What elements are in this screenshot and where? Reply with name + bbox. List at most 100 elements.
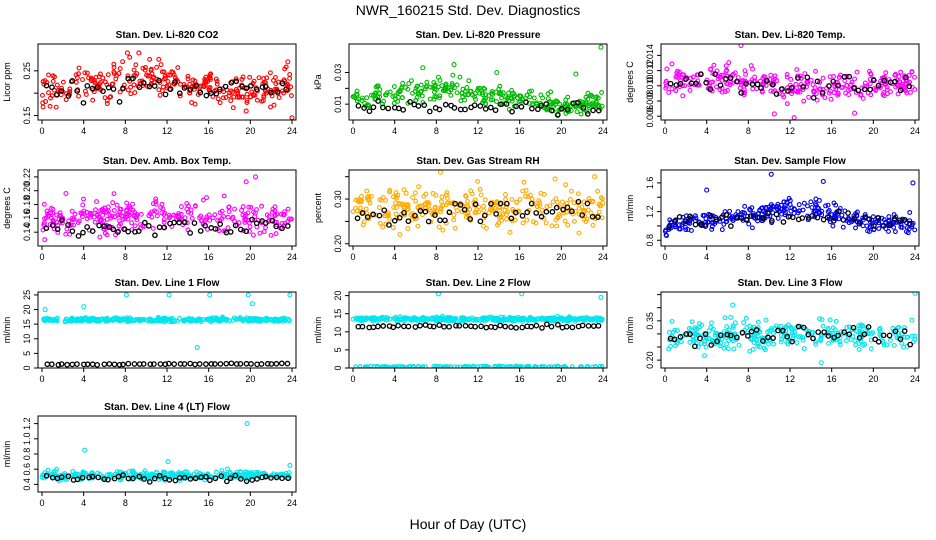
overlay-point xyxy=(279,80,286,87)
data-point xyxy=(472,202,477,208)
overlay-point xyxy=(258,361,265,367)
overlay-point xyxy=(426,108,433,115)
panel-2: Stan. Dev. Li-820 Pressure kPa 0 4 8 12 16 20 24… xyxy=(313,30,608,136)
data-point xyxy=(259,98,265,104)
data-point xyxy=(147,317,153,323)
overlay-point xyxy=(400,106,407,113)
overlay-point xyxy=(810,335,816,342)
overlay-point xyxy=(763,77,770,84)
data-point xyxy=(798,334,803,339)
data-points xyxy=(662,171,918,239)
panel-8: Stan. Dev. Line 2 Flow ml/min 0 4 8 12 16 20 24 0… xyxy=(313,278,608,384)
overlay-point xyxy=(375,323,381,330)
overlay-point xyxy=(172,79,178,85)
overlay-point xyxy=(717,332,724,339)
data-point xyxy=(831,73,837,79)
data-point xyxy=(760,81,766,87)
data-point xyxy=(510,315,516,321)
data-point xyxy=(870,214,876,220)
data-point xyxy=(125,87,131,93)
overlay-point xyxy=(892,78,898,85)
overlay-point xyxy=(285,475,291,482)
data-point xyxy=(747,348,753,354)
data-point xyxy=(54,82,60,88)
overlay-point xyxy=(262,473,269,480)
data-point xyxy=(59,215,65,221)
x-tick-label: 20 xyxy=(868,126,878,136)
data-point xyxy=(475,178,481,184)
data-point xyxy=(887,89,893,95)
overlay-point xyxy=(437,217,443,224)
overlay-point xyxy=(548,323,555,330)
overlay-point xyxy=(162,91,169,98)
data-point xyxy=(503,192,508,197)
data-point xyxy=(552,102,558,107)
outlier-point xyxy=(435,74,441,80)
data-point xyxy=(466,364,472,368)
data-point xyxy=(383,221,389,227)
data-point xyxy=(672,224,678,230)
data-point xyxy=(663,78,669,84)
data-point xyxy=(444,190,450,196)
data-point xyxy=(514,200,520,205)
data-point xyxy=(664,66,670,72)
data-point xyxy=(580,315,586,321)
data-point xyxy=(800,337,806,343)
data-point xyxy=(387,89,393,95)
data-point xyxy=(52,74,57,80)
data-point xyxy=(89,211,95,216)
overlay-point xyxy=(563,323,570,330)
overlay-point xyxy=(836,208,842,214)
data-point xyxy=(132,223,138,229)
outlier-point xyxy=(136,50,142,56)
data-point xyxy=(725,88,730,93)
overlay-point xyxy=(760,215,766,222)
data-point xyxy=(742,210,747,216)
overlay-point xyxy=(769,81,776,88)
data-point xyxy=(54,317,60,323)
data-point xyxy=(111,64,117,70)
overlay-point xyxy=(359,323,366,330)
data-point xyxy=(595,188,601,194)
panel-title: Stan. Dev. Line 1 Flow xyxy=(115,278,220,289)
data-point xyxy=(200,197,206,203)
data-point xyxy=(46,213,51,219)
data-point xyxy=(882,81,888,86)
overlay-point xyxy=(897,87,904,94)
data-point xyxy=(95,211,100,217)
overlay-point xyxy=(228,79,235,86)
data-point xyxy=(742,78,748,84)
x-tick-label: 24 xyxy=(598,374,608,384)
data-point xyxy=(387,187,393,193)
data-point xyxy=(677,226,683,232)
overlay-point xyxy=(728,223,734,229)
data-point xyxy=(269,209,275,215)
data-point xyxy=(235,316,241,322)
data-point xyxy=(837,339,843,345)
data-point xyxy=(715,76,721,82)
overlay-point xyxy=(58,361,65,367)
data-point xyxy=(436,224,442,230)
data-point xyxy=(359,98,365,103)
y-tick-label: 1.2 xyxy=(645,205,655,218)
data-point xyxy=(221,193,227,199)
data-point xyxy=(416,184,422,190)
data-point xyxy=(79,214,85,219)
overlay-point xyxy=(370,211,377,218)
data-point xyxy=(154,64,160,70)
data-point xyxy=(171,212,177,218)
data-point xyxy=(81,470,87,476)
overlay-point xyxy=(708,342,715,348)
data-point xyxy=(748,63,754,69)
data-point xyxy=(184,200,190,206)
overlay-point xyxy=(800,84,806,90)
data-point xyxy=(171,319,177,325)
data-point xyxy=(881,90,887,95)
data-point xyxy=(439,194,445,200)
overlay-point xyxy=(436,322,443,328)
overlay-point xyxy=(203,92,210,99)
data-point xyxy=(63,316,69,322)
outlier-point xyxy=(820,178,826,185)
overlay-point xyxy=(702,223,709,229)
overlay-point xyxy=(538,213,545,220)
